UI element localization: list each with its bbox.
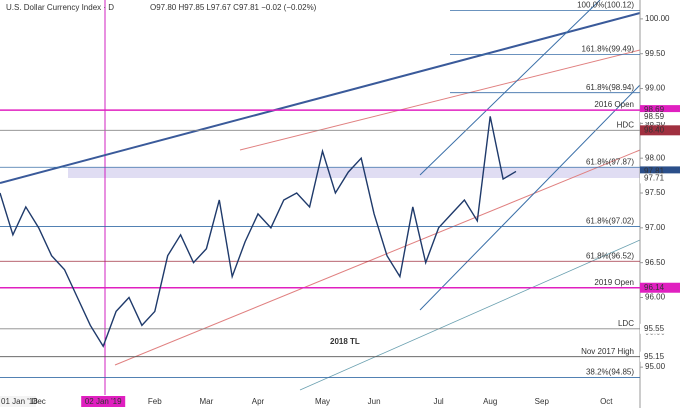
channel-line xyxy=(239,49,641,151)
price-tag-label: 95.55 xyxy=(644,324,665,333)
price-tag xyxy=(640,105,680,116)
level-label: 2019 Open xyxy=(594,278,634,287)
annotation: 2018 TL xyxy=(330,337,360,346)
x-tag xyxy=(81,396,126,407)
price-tag xyxy=(640,166,680,177)
y-tick-label: 96.00 xyxy=(645,293,666,302)
level-label: 38.2%(94.85) xyxy=(586,368,634,377)
y-tick-label: 99.00 xyxy=(645,84,666,93)
y-tick-label: 96.50 xyxy=(645,258,666,267)
x-tick-label: Apr xyxy=(252,397,265,406)
price-tag-label: 98.40 xyxy=(644,125,665,134)
zone xyxy=(68,167,640,178)
price-tag-label: 98.59 xyxy=(644,112,665,121)
price-tag xyxy=(640,282,680,293)
level-label: HDC xyxy=(617,120,635,129)
x-tag xyxy=(0,396,36,407)
price-tag xyxy=(640,323,680,334)
chart-title: U.S. Dollar Currency Index · D xyxy=(6,3,114,12)
price-tag xyxy=(640,112,680,123)
level-label: 2016 Open xyxy=(594,100,634,109)
y-tick-label: 97.00 xyxy=(645,223,666,232)
price-tag-label: 98.69 xyxy=(644,105,665,114)
y-tick-label: 98.00 xyxy=(645,153,666,162)
x-tick-label: Feb xyxy=(148,397,162,406)
y-tick-label: 97.50 xyxy=(645,188,666,197)
channel-line xyxy=(299,239,641,391)
subtitle: O97.80 H97.85 L97.67 C97.81 −0.02 (−0.02… xyxy=(150,3,317,12)
price-tag-label: 96.14 xyxy=(644,283,665,292)
level-label: 161.8%(99.49) xyxy=(582,45,635,54)
level-label: Nov 2017 High xyxy=(581,347,634,356)
price-tag xyxy=(640,351,680,362)
x-tick-label: Jun xyxy=(368,397,381,406)
level-label: 61.8%(97.87) xyxy=(586,157,634,166)
price-tag-label: 97.71 xyxy=(644,173,665,182)
y-tick-label: 95.00 xyxy=(645,362,666,371)
x-tick-label: May xyxy=(315,397,330,406)
y-tick-label: 100.00 xyxy=(645,14,670,23)
x-tick-label: 02 Jan '19 xyxy=(85,397,122,406)
x-tick-label: Dec xyxy=(32,397,46,406)
price-tag-label: 95.15 xyxy=(644,352,665,361)
x-tick-label: Mar xyxy=(200,397,214,406)
level-label: LDC xyxy=(618,319,634,328)
price-tag xyxy=(640,173,680,184)
level-label: 61.8%(97.02) xyxy=(586,217,634,226)
channel-line xyxy=(419,84,641,311)
y-tick-label: 98.50 xyxy=(645,118,666,127)
level-label: 100.0%(100.12) xyxy=(577,1,634,10)
x-tick-label: Oct xyxy=(600,397,613,406)
level-label: 61.8%(96.52) xyxy=(586,251,634,260)
y-tick-label: 99.50 xyxy=(645,49,666,58)
channel-line xyxy=(419,0,601,176)
price-tag-label: 97.81 xyxy=(644,167,665,176)
x-axis xyxy=(0,395,680,408)
x-tick-label: Aug xyxy=(483,397,497,406)
x-tick-label: Sep xyxy=(535,397,550,406)
trend-line xyxy=(0,12,641,184)
x-tick-label: Jul xyxy=(433,397,443,406)
price-tag xyxy=(640,125,680,136)
price-line xyxy=(0,116,517,348)
x-tick-label: 01 Jan '18 xyxy=(1,397,38,406)
level-label: 61.8%(98.94) xyxy=(586,83,634,92)
